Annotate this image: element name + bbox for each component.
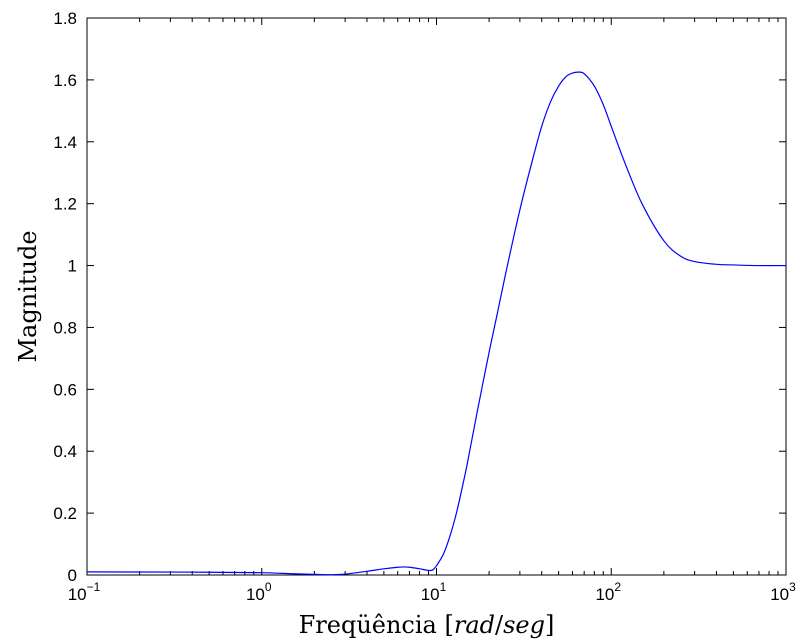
y-tick-label: 0.8 [53,318,77,337]
x-tick-label: 101 [421,580,447,604]
x-axis-label-unit-1: rad [454,611,495,639]
x-axis-label-suffix: ] [545,611,554,639]
x-axis-label-slash: / [495,611,504,639]
y-axis-label: Magnitude [14,230,42,362]
y-tick-label: 0 [68,566,77,585]
x-tick-labels: 10−1 100 101 102 103 [68,580,796,604]
plot-frame [86,17,787,576]
y-tick-label: 1.2 [53,195,77,214]
plot-area [86,17,787,576]
x-tick-label: 103 [770,580,796,604]
x-tick-label: 10−1 [68,580,101,604]
y-tick-label: 1.8 [53,9,77,28]
series-line [86,71,787,576]
y-tick-label: 1.4 [53,133,77,152]
y-tick-label: 1 [68,257,77,276]
x-axis-label: Freqüência [rad/seg] [299,611,555,639]
y-tick-labels: 0 0.2 0.4 0.6 0.8 1 1.2 1.4 1.6 1.8 [53,9,77,585]
x-axis-label-unit-2: seg [503,611,545,639]
y-tick-label: 1.6 [53,71,77,90]
x-tick-label: 100 [246,580,272,604]
y-tick-label: 0.4 [53,442,77,461]
y-tick-label: 0.6 [53,380,77,399]
x-tick-label: 102 [595,580,621,604]
y-tick-label: 0.2 [53,504,77,523]
x-axis-label-prefix: Freqüência [ [299,611,454,639]
